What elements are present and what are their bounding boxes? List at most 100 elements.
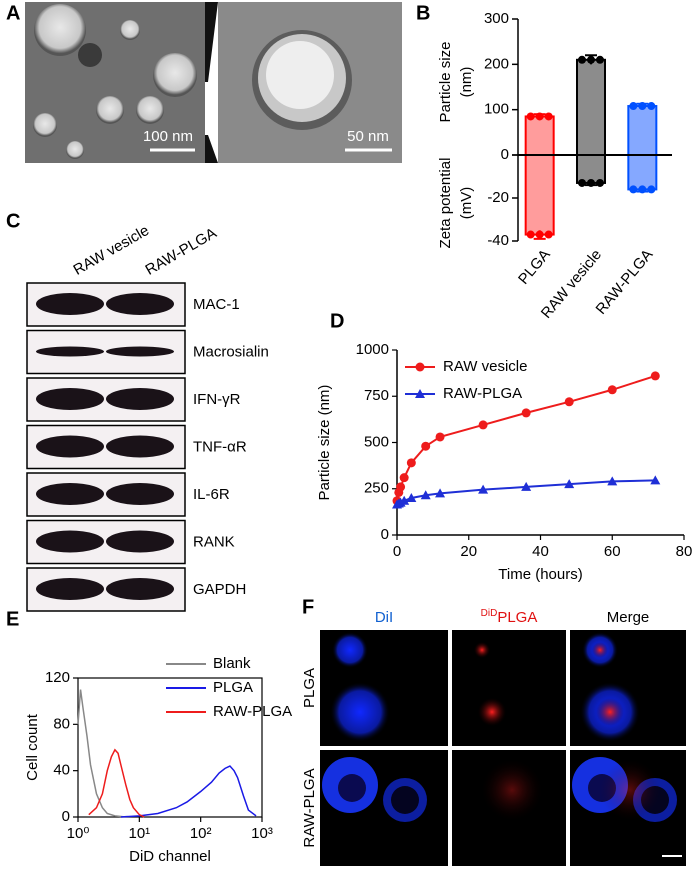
x-tick-label: 10³ — [251, 825, 273, 842]
marker — [435, 488, 446, 498]
y-tick-label: 300 — [484, 10, 509, 27]
row-label: RAW-PLGA — [301, 768, 318, 847]
vesicle — [34, 4, 86, 56]
x-axis-label: Time (hours) — [498, 566, 582, 583]
row-label: IFN-γR — [193, 391, 241, 408]
size-point — [587, 55, 595, 64]
row-label: MAC-1 — [193, 296, 240, 313]
zeta-point — [526, 230, 535, 239]
y-tick-label: 1000 — [356, 341, 389, 358]
panel-label: F — [302, 596, 314, 618]
bar — [627, 105, 658, 191]
confocal-images: DiI DiDPLGA Merge PLGA RAW-PLGA — [301, 608, 686, 866]
bar — [576, 58, 606, 184]
zeta-point — [578, 178, 586, 187]
row-label: RANK — [193, 533, 235, 550]
x-tick-label: 40 — [532, 543, 549, 560]
blot-band — [106, 388, 174, 410]
vesicle — [33, 113, 57, 137]
y-axis-label: (nm) — [458, 67, 475, 98]
marker — [406, 458, 416, 468]
zeta-point — [629, 185, 638, 194]
y2-tick-label: -20 — [487, 189, 509, 206]
y2-axis-label: (mV) — [458, 187, 475, 220]
size-point — [638, 102, 647, 111]
y-tick-label: 750 — [364, 387, 389, 404]
vesicle — [120, 20, 140, 40]
cell-nucleus — [338, 774, 366, 802]
row-label: PLGA — [301, 668, 318, 708]
column-label-sup: DiD — [481, 608, 498, 619]
y-tick-label: 0 — [381, 526, 389, 543]
row-label: TNF-αR — [193, 438, 247, 455]
column-label: DiDPLGA — [481, 608, 538, 626]
bar — [524, 115, 555, 236]
column-label: DiI — [375, 609, 393, 626]
particles-red — [592, 642, 608, 658]
legend-label: PLGA — [213, 679, 253, 696]
x-tick-label: 20 — [460, 543, 477, 560]
vesicle-core — [266, 41, 334, 109]
marker — [399, 473, 409, 483]
scale-bar-label: 50 nm — [347, 128, 389, 145]
zeta-point — [638, 185, 647, 194]
marker — [521, 408, 531, 418]
marker — [607, 476, 618, 486]
blot-band — [36, 293, 104, 315]
zeta-point — [535, 230, 544, 239]
marker — [435, 432, 445, 442]
size-point — [544, 112, 553, 121]
marker — [478, 420, 488, 430]
legend-label: RAW-PLGA — [443, 385, 522, 402]
legend-label: Blank — [213, 655, 251, 672]
particles-red — [474, 642, 490, 658]
y-tick-label: 40 — [53, 762, 70, 779]
size-point — [647, 102, 656, 111]
marker — [607, 385, 617, 395]
panel-label: C — [6, 210, 20, 232]
particles-red — [478, 698, 506, 726]
blot-band — [36, 578, 104, 600]
cell-blue — [330, 682, 390, 742]
blot-band — [36, 346, 104, 357]
series-line — [77, 689, 126, 818]
x-tick-label: 10¹ — [128, 825, 150, 842]
column-label: RAW-PLGA — [142, 225, 219, 279]
tem-images: 100 nm 50 nm — [25, 2, 402, 163]
panel-label: E — [6, 608, 19, 630]
particles-red — [600, 760, 660, 820]
panel-label: A — [6, 2, 20, 24]
marker — [650, 475, 661, 485]
y-tick-label: 100 — [484, 101, 509, 118]
micrograph — [452, 630, 566, 746]
column-label: Merge — [607, 609, 650, 626]
row-label: Macrosialin — [193, 343, 269, 360]
marker — [399, 495, 410, 505]
y-tick-label: 200 — [484, 55, 509, 72]
y-tick-label: 80 — [53, 715, 70, 732]
series-line — [120, 765, 257, 818]
legend-marker — [415, 362, 425, 372]
blot-band — [106, 346, 174, 357]
size-point — [535, 112, 544, 121]
legend-marker — [415, 389, 425, 398]
marker — [406, 493, 417, 502]
particles-red — [482, 760, 542, 820]
blot-band — [106, 578, 174, 600]
vesicle — [136, 96, 164, 124]
blot-band — [106, 293, 174, 315]
y2-axis-label: Zeta potential — [437, 158, 454, 249]
marker — [396, 482, 406, 492]
size-point — [629, 102, 638, 111]
y-tick-label: 120 — [45, 669, 70, 686]
panel-label: B — [416, 2, 430, 24]
blot-band — [106, 435, 174, 458]
vesicle — [78, 43, 102, 67]
x-tick-label: 10² — [190, 825, 212, 842]
series-line — [88, 748, 145, 818]
vesicle — [96, 96, 124, 124]
blot-band — [36, 435, 104, 458]
column-label: RAW vesicle — [70, 222, 152, 279]
marker — [420, 490, 431, 500]
y-axis-label: Cell count — [24, 713, 41, 781]
